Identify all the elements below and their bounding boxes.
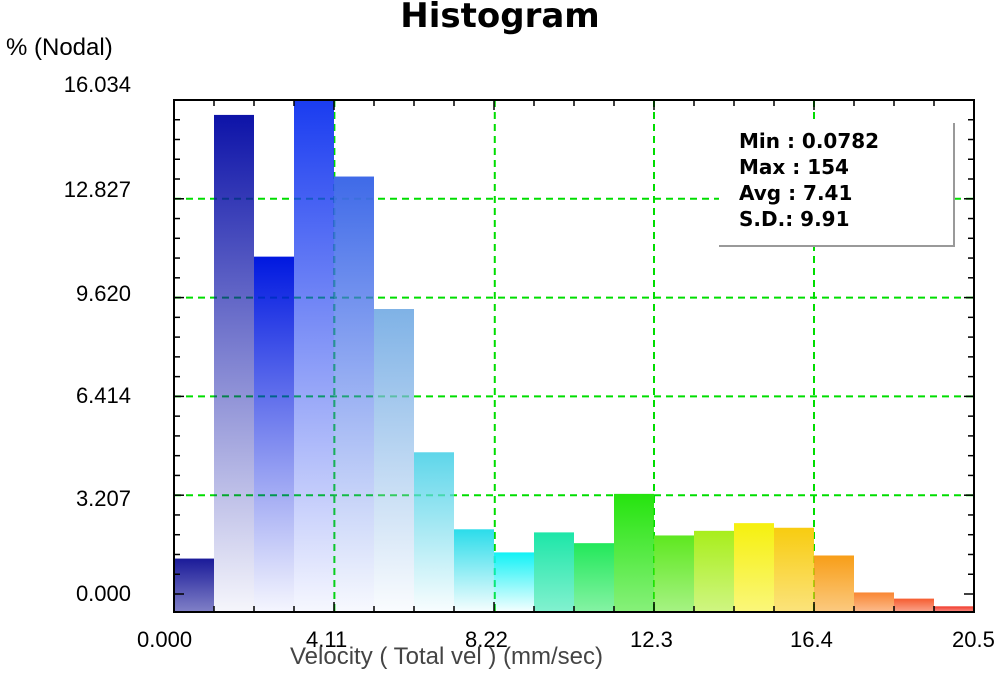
chart-title: Histogram: [400, 0, 600, 36]
stat-sd: S.D.: 9.91: [739, 207, 850, 231]
y-tick-label: 6.414: [75, 383, 131, 408]
y-axis-label: % (Nodal): [6, 34, 113, 61]
y-tick-label: 16.034: [63, 72, 131, 97]
histogram-bar: [334, 176, 374, 612]
y-tick-label: 3.207: [75, 486, 131, 511]
x-tick-label: 4.11: [306, 627, 348, 652]
x-tick-label: 12.3: [630, 627, 673, 652]
histogram-bar: [294, 100, 334, 612]
histogram-bar: [854, 592, 894, 612]
stat-min: Min : 0.0782: [739, 129, 880, 153]
histogram-bar: [694, 530, 734, 612]
histogram-bar: [734, 523, 774, 612]
histogram-bar: [774, 527, 814, 612]
histogram-bar: [174, 558, 214, 612]
y-tick-label: 9.620: [75, 281, 131, 306]
x-tick-label: 8.22: [465, 627, 508, 652]
histogram-bar: [894, 598, 934, 612]
histogram-bar: [254, 256, 294, 612]
x-axis-label: Velocity ( Total vel ) (mm/sec): [290, 643, 603, 670]
histogram-bar: [654, 535, 694, 612]
histogram-bar: [614, 493, 654, 612]
histogram-bar: [414, 452, 454, 612]
x-tick-label: 0.000: [137, 627, 193, 652]
stat-max: Max : 154: [739, 155, 849, 179]
histogram-bar: [454, 529, 494, 612]
stats-box: Min : 0.0782 Max : 154 Avg : 7.41 S.D.: …: [719, 123, 955, 247]
x-tick-label: 16.4: [790, 627, 833, 652]
y-tick-label: 12.827: [63, 177, 131, 202]
histogram-bar: [934, 606, 974, 612]
stat-avg: Avg : 7.41: [739, 181, 853, 205]
x-tick-label: 20.5: [952, 627, 995, 652]
histogram-bar: [814, 555, 854, 612]
histogram-bar: [374, 309, 414, 612]
histogram-bar: [494, 552, 534, 612]
y-tick-label: 0.000: [75, 581, 131, 606]
plot-frame: [173, 99, 975, 613]
histogram-bar: [214, 114, 254, 613]
histogram-bar: [534, 532, 574, 612]
histogram-bar: [574, 543, 614, 612]
